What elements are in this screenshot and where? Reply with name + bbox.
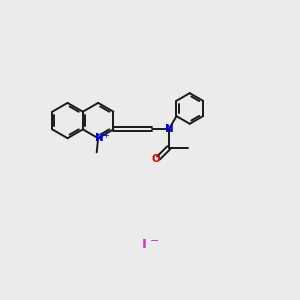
- Text: O: O: [151, 154, 160, 164]
- Text: −: −: [150, 236, 159, 246]
- Text: +: +: [102, 131, 109, 140]
- Text: N: N: [165, 124, 174, 134]
- Text: I: I: [142, 238, 146, 251]
- Text: N: N: [95, 133, 103, 143]
